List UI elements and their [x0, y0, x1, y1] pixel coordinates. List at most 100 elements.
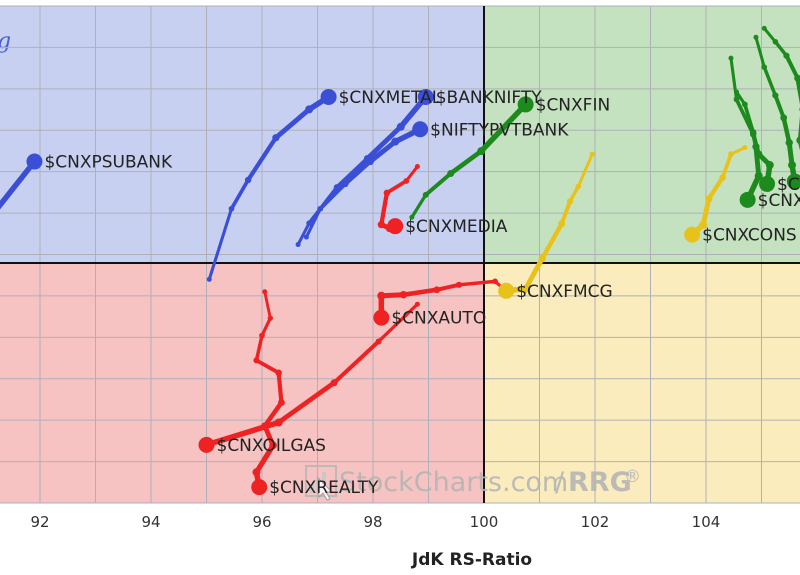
trail-segment	[720, 152, 733, 180]
series-label: $CNXREALTY	[269, 478, 379, 498]
series-trail[interactable]	[198, 301, 420, 453]
series-trail[interactable]	[377, 164, 420, 235]
trail-segment	[385, 179, 409, 195]
trail-segment	[700, 196, 712, 228]
trail-point	[391, 137, 400, 146]
trail-point	[305, 105, 314, 114]
trail-point	[477, 147, 486, 156]
trail-segment	[559, 199, 573, 226]
trail-point	[772, 92, 779, 99]
series-trail[interactable]	[206, 88, 337, 282]
trail-point	[753, 34, 759, 40]
trail-point	[761, 64, 768, 70]
trail-segment	[253, 442, 276, 475]
quadrant-improving	[0, 6, 484, 263]
series-trail[interactable]	[761, 25, 800, 183]
trail-point	[521, 284, 530, 293]
stockcharts-watermark: StockCharts.com / RRG ®	[305, 465, 641, 501]
series-head-point[interactable]	[739, 191, 756, 208]
x-tick-label: 92	[30, 513, 49, 531]
series-trail[interactable]	[303, 121, 429, 240]
trail-point	[761, 25, 767, 31]
series-head-point[interactable]	[517, 96, 534, 113]
series-head-point[interactable]	[251, 479, 268, 496]
trail-segment	[379, 190, 390, 227]
series-head-point[interactable]	[320, 88, 337, 105]
series-head-point[interactable]	[498, 282, 515, 299]
trail-segment	[523, 255, 545, 292]
series-label: $CNXCONS	[702, 226, 797, 246]
trail-segment	[245, 135, 279, 183]
series-label: $CNX	[758, 191, 800, 211]
series-head-point[interactable]	[786, 173, 800, 190]
trail-segment	[367, 139, 398, 165]
trail-segment	[404, 164, 419, 183]
series-label: $CNXOILGAS	[217, 436, 326, 456]
x-axis-ticks: 929496981001021041	[30, 513, 720, 531]
corner-mark: g	[0, 29, 11, 54]
series-head-point[interactable]	[759, 175, 776, 192]
trail-segment	[376, 302, 420, 344]
trail-point	[772, 38, 779, 45]
quadrants	[0, 6, 800, 503]
trail-segment	[795, 75, 800, 105]
series-head-point[interactable]	[684, 226, 701, 243]
trail-segment	[304, 207, 322, 239]
series-label: $BANKNIFTY	[436, 88, 543, 108]
trail-point	[783, 52, 790, 59]
trail-point	[765, 161, 774, 170]
trail-segment	[781, 115, 792, 145]
trail-point	[267, 315, 274, 321]
trail-point	[785, 138, 793, 147]
trail-point	[752, 143, 760, 151]
series-layer	[0, 25, 800, 496]
trail-point	[403, 178, 410, 184]
series-trail[interactable]	[753, 34, 800, 190]
trail-segment	[742, 102, 756, 135]
trail-segment	[762, 26, 777, 44]
x-tick-label: 100	[470, 513, 499, 531]
trail-point	[558, 220, 566, 228]
trail-segment	[540, 221, 564, 261]
series-trail[interactable]	[409, 96, 534, 220]
series-head-point[interactable]	[417, 88, 434, 105]
trail-segment	[753, 144, 762, 179]
series-head-point[interactable]	[198, 436, 215, 453]
watermark-product: RRG	[568, 467, 632, 498]
series-head-point[interactable]	[26, 153, 43, 170]
trail-point	[575, 183, 582, 190]
series-head-point[interactable]	[387, 218, 404, 235]
trail-point	[742, 145, 748, 151]
trail-point	[317, 205, 324, 212]
trail-point	[728, 151, 734, 157]
trail-point	[303, 234, 309, 240]
trail-segment	[478, 101, 529, 154]
series-head-point[interactable]	[412, 121, 429, 138]
trail-point	[375, 338, 382, 345]
trail-segment	[276, 370, 284, 405]
trail-point	[492, 278, 498, 285]
quadrant-lagging	[0, 263, 484, 503]
trail-segment	[296, 221, 311, 247]
series-trail[interactable]	[498, 151, 595, 299]
trail-point	[733, 96, 740, 103]
series-trail[interactable]	[373, 278, 512, 326]
series-head-point[interactable]	[373, 309, 390, 326]
trail-point	[275, 369, 282, 377]
trail-point	[794, 74, 800, 82]
trail-segment	[263, 290, 272, 320]
series-trail[interactable]	[734, 89, 763, 208]
watermark-brand: StockCharts.com	[339, 467, 568, 498]
trail-segment	[0, 158, 38, 210]
series-trail[interactable]	[0, 153, 43, 224]
trail-point	[366, 157, 374, 166]
series-trail[interactable]	[684, 145, 748, 243]
trail-segment	[273, 106, 312, 141]
trail-segment	[207, 207, 234, 281]
gridlines	[0, 5, 800, 504]
trail-segment	[576, 152, 594, 188]
series-labels: $CNXPSUBANK $CNXMETAL$BANKNIFTY $NIFTYPVTB…	[44, 88, 800, 498]
x-tick-label: 96	[252, 513, 271, 531]
trail-point	[295, 242, 301, 248]
trail-point	[754, 171, 763, 180]
